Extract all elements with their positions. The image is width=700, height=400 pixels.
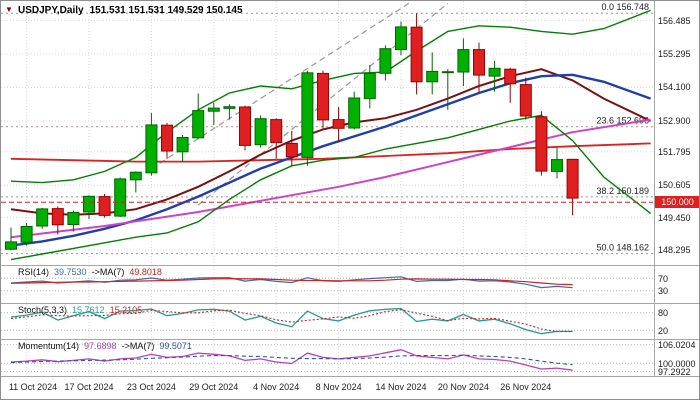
rsi-ma-value: 49.8018: [129, 267, 162, 277]
svg-text:23.6 152.696: 23.6 152.696: [596, 116, 649, 126]
chart-title: USDJPY,Daily 151.531 151.531 149.529 150.…: [18, 5, 243, 16]
axis-separator: [1, 376, 699, 377]
svg-text:0.0 156.748: 0.0 156.748: [601, 2, 649, 12]
rsi-name: RSI(14): [18, 267, 50, 277]
momentum-name: Momentum(14): [18, 341, 80, 351]
date-tick-label: 29 Oct 2024: [189, 382, 239, 392]
main-price-panel: 0.0 156.748 23.6 152.696 38.2 150.189 50.0 …: [1, 1, 700, 265]
rsi-label: RSI(14) 39.7530 ->MA(7) 49.8018: [18, 267, 167, 277]
svg-text:50.0 148.162: 50.0 148.162: [596, 243, 649, 253]
momentum-value: 97.6898: [84, 341, 117, 351]
symbol-timeframe-label: USDJPY,Daily: [18, 5, 84, 16]
rsi-ma-name: ->MA(7): [91, 267, 125, 277]
rsi-value: 39.7530: [54, 267, 87, 277]
current-price-badge: 150.000: [655, 196, 699, 209]
momentum-panel: [1, 340, 700, 376]
stochastic-indicator-chart[interactable]: [1, 304, 700, 339]
stochastic-label: Stoch(5,3,3) 15.7612 15.2105: [18, 305, 147, 315]
panel-splitter[interactable]: [1, 303, 699, 304]
date-tick-label: 14 Nov 2024: [375, 382, 427, 392]
stochastic-panel: [1, 304, 700, 339]
stoch-value: 15.7612: [72, 305, 105, 315]
date-tick-label: 8 Nov 2024: [315, 382, 362, 392]
date-tick-label: 11 Oct 2024: [8, 382, 58, 392]
rsi-panel: [1, 266, 700, 303]
panel-splitter[interactable]: [1, 265, 699, 266]
date-tick-label: 17 Oct 2024: [64, 382, 114, 392]
momentum-ma-value: 99.5071: [159, 341, 192, 351]
price-axis-separator: [654, 1, 655, 376]
date-tick-label: 20 Nov 2024: [437, 382, 489, 392]
momentum-indicator-chart[interactable]: [1, 340, 700, 376]
ohlc-values: 151.531 151.531 149.529 150.145: [89, 5, 243, 16]
stoch-name: Stoch(5,3,3): [18, 305, 68, 315]
date-tick-label: 4 Nov 2024: [253, 382, 300, 392]
date-tick-label: 23 Oct 2024: [126, 382, 176, 392]
momentum-ma-name: ->MA(7): [121, 341, 155, 351]
stoch-signal-value: 15.2105: [109, 305, 143, 315]
momentum-label: Momentum(14) 97.6898 ->MA(7) 99.5071: [18, 341, 197, 351]
rsi-indicator-chart[interactable]: [1, 266, 700, 303]
date-tick-label: 26 Nov 2024: [500, 382, 552, 392]
panel-splitter[interactable]: [1, 339, 699, 340]
date-axis[interactable]: 11 Oct 2024 17 Oct 2024 23 Oct 2024 29 Oct …: [1, 377, 699, 399]
chart-symbol-icon: ▼: [5, 5, 13, 14]
